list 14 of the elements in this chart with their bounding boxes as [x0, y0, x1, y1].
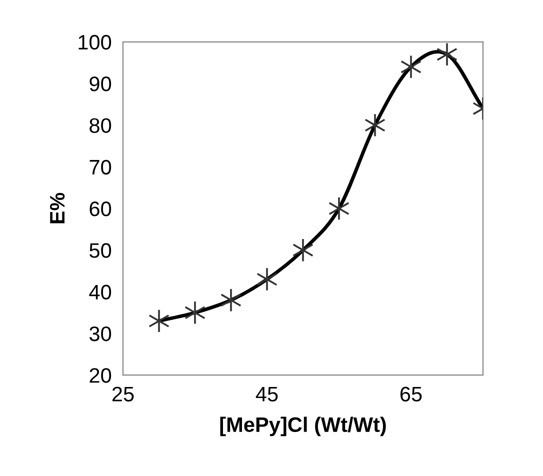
y-tick-label: 40	[89, 284, 112, 300]
y-tick-label: 100	[78, 34, 112, 50]
y-tick-label: 80	[90, 118, 112, 133]
y-tick-label: 20	[90, 368, 112, 383]
y-tick-label: 90	[90, 76, 112, 92]
x-tick-label: 65	[400, 386, 422, 402]
y-axis-title: E%	[50, 192, 65, 224]
y-tick-label: 50	[90, 243, 112, 258]
y-tick-label: 30	[90, 326, 112, 342]
y-tick-label: 60	[90, 201, 112, 216]
x-tick-label: 45	[256, 386, 278, 402]
x-axis-title: [MePy]Cl (Wt/Wt)	[220, 416, 386, 436]
x-tick-label: 25	[112, 386, 134, 402]
y-tick-label: 70	[90, 160, 112, 175]
